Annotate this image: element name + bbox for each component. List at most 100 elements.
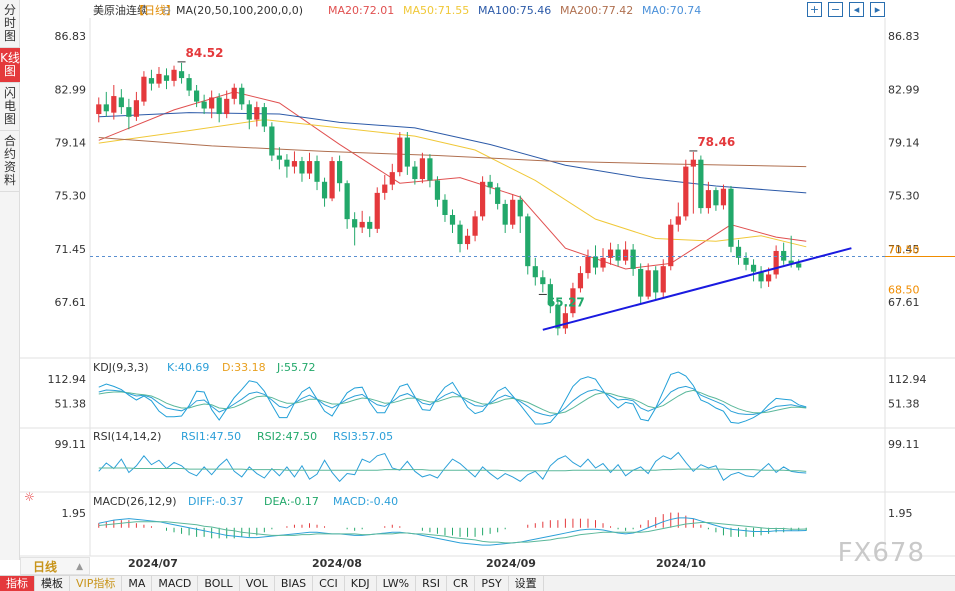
panel-title-macd: MACD(26,12,9): [93, 495, 177, 508]
settings-icon: ⊖: [162, 4, 171, 17]
candle-body: [690, 159, 696, 167]
candle-body: [720, 188, 727, 206]
macd-dea-line: [98, 521, 807, 544]
candle-body: [194, 90, 200, 102]
price-y-tick-left-2: 79.14: [55, 137, 87, 150]
candle-body: [758, 271, 764, 282]
candle-body: [397, 137, 403, 173]
candle-body: [562, 313, 568, 329]
panel-label-kdj-2: J:55.72: [276, 361, 315, 374]
candle-body: [517, 199, 523, 217]
candle-body: [698, 159, 704, 209]
candles: [96, 62, 802, 336]
ma-label-4: MA0:70.74: [642, 4, 701, 17]
panel-label-rsi-0: RSI1:47.50: [181, 430, 241, 443]
candle-body: [750, 264, 757, 272]
candle-body: [788, 260, 794, 264]
indicator-tab-2[interactable]: VIP指标: [70, 576, 123, 591]
candle-body: [231, 87, 237, 99]
candle-body: [314, 161, 320, 182]
candle-body: [126, 107, 132, 117]
candle-body: [276, 155, 282, 160]
indicator-tab-7[interactable]: BIAS: [275, 576, 314, 591]
candle-body: [653, 270, 659, 293]
ma-line-ma50: [98, 119, 807, 248]
candle-body: [434, 180, 441, 200]
price-y-tick-right-0: 86.83: [888, 30, 920, 43]
panel-label-macd-1: DEA:-0.17: [264, 495, 319, 508]
x-axis-label-1: 2024/08: [312, 557, 362, 570]
indicator-tab-9[interactable]: KDJ: [345, 576, 377, 591]
price-y-tick-left-5: 67.61: [55, 296, 87, 309]
pan-left-icon[interactable]: ◂: [849, 2, 864, 17]
candle-body: [683, 166, 689, 217]
indicator-tab-8[interactable]: CCI: [313, 576, 345, 591]
price-annotation-2: 65.27: [547, 295, 585, 309]
rsi-line-rsi2: [98, 467, 807, 472]
indicator-tab-14[interactable]: 设置: [509, 576, 544, 591]
side-price-label: 68.50: [888, 284, 920, 297]
ma-prefix: MA(20,50,100,200,0,0): [176, 4, 303, 17]
ma-label-1: MA50:71.55: [403, 4, 469, 17]
indicator-tab-10[interactable]: LW%: [377, 576, 417, 591]
candle-body: [796, 263, 802, 268]
indicator-tab-11[interactable]: RSI: [416, 576, 447, 591]
candle-body: [532, 266, 538, 278]
chart-toolbar: + − ◂ ▸: [807, 2, 885, 17]
price-y-tick-left-4: 71.45: [55, 243, 87, 256]
candle-body: [480, 181, 486, 217]
indicator-tab-12[interactable]: CR: [447, 576, 476, 591]
candle-body: [735, 246, 742, 258]
ma-label-2: MA100:75.46: [478, 4, 551, 17]
candle-body: [216, 97, 222, 115]
indicator-tab-1[interactable]: 模板: [35, 576, 70, 591]
candle-body: [502, 203, 508, 225]
ma-label-3: MA200:77.42: [560, 4, 633, 17]
panel-label-rsi-2: RSI3:57.05: [333, 430, 393, 443]
candle-body: [615, 249, 621, 261]
indicator-tab-6[interactable]: VOL: [240, 576, 275, 591]
ma-label-0: MA20:72.01: [328, 4, 394, 17]
tab-flash-chart[interactable]: 闪电图: [0, 83, 20, 131]
panel-label-macd-0: DIFF:-0.37: [188, 495, 244, 508]
kline-chart[interactable]: 美原油连续【日线】 MA(20,50,100,200,0,0) MA20:72.01…: [0, 0, 955, 575]
indicator-tab-5[interactable]: BOLL: [198, 576, 240, 591]
candle-body: [269, 126, 275, 156]
candle-body: [163, 75, 170, 81]
zoom-out-icon[interactable]: −: [828, 2, 843, 17]
indicator-tab-0[interactable]: 指标: [0, 576, 35, 591]
indicator-tab-4[interactable]: MACD: [152, 576, 199, 591]
candle-body: [427, 158, 433, 181]
watermark: FX678: [837, 538, 925, 568]
tab-kline-chart[interactable]: K线图: [0, 48, 20, 83]
price-y-tick-right-3: 75.30: [888, 190, 920, 203]
candle-body: [442, 199, 448, 215]
candle-body: [103, 104, 109, 112]
panel-title-kdj: KDJ(9,3,3): [93, 361, 149, 374]
candle-body: [246, 104, 252, 120]
candle-body: [141, 76, 147, 102]
candle-body: [713, 190, 719, 206]
support-trendline: [542, 247, 852, 331]
candle-body: [472, 216, 478, 236]
candle-body: [284, 159, 290, 167]
period-selector[interactable]: 日线 ▲: [20, 557, 90, 575]
price-y-tick-left-3: 75.30: [55, 190, 87, 203]
candle-body: [570, 288, 576, 314]
candle-body: [306, 161, 313, 174]
candle-body: [419, 158, 425, 180]
candle-body: [464, 235, 471, 245]
indicator-tab-3[interactable]: MA: [122, 576, 153, 591]
chart-header: 美原油连续【日线】 MA(20,50,100,200,0,0) MA20:72.01…: [93, 3, 701, 17]
candle-body: [359, 221, 365, 228]
y-tick-right-macd-0: 1.95: [888, 507, 913, 520]
indicator-tab-13[interactable]: PSY: [475, 576, 509, 591]
tab-timeshare-chart[interactable]: 分时图: [0, 0, 20, 48]
price-annotation-1: 78.46: [697, 135, 735, 149]
tab-contract-info[interactable]: 合约资料: [0, 131, 20, 192]
panel-label-rsi-1: RSI2:47.50: [257, 430, 317, 443]
candle-body: [705, 190, 711, 209]
zoom-in-icon[interactable]: +: [807, 2, 822, 17]
pan-right-icon[interactable]: ▸: [870, 2, 885, 17]
price-annotation-0: 84.52: [186, 46, 224, 60]
